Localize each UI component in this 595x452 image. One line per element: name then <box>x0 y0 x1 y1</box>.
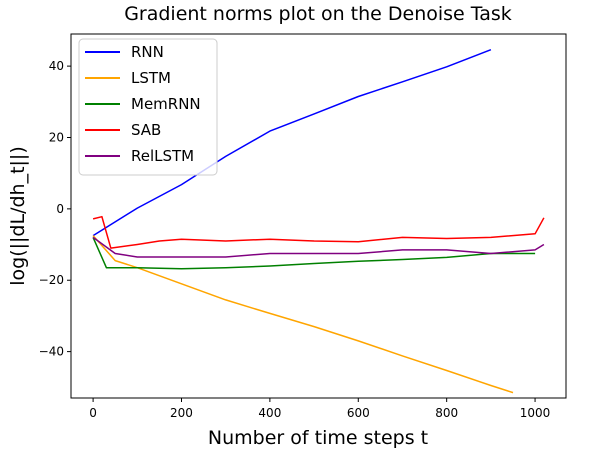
x-tick-label: 600 <box>347 406 370 420</box>
y-axis-label: log(||dL/dh_t||) <box>7 146 29 286</box>
x-axis-label: Number of time steps t <box>208 427 428 449</box>
legend-label-rellstm: RelLSTM <box>131 147 194 165</box>
legend-label-sab: SAB <box>131 121 161 139</box>
x-tick-label: 400 <box>258 406 281 420</box>
series-line-memrnn <box>92 237 536 270</box>
x-tick-label: 1000 <box>520 406 551 420</box>
series-line-sab <box>92 215 545 249</box>
y-tick-label: 0 <box>56 202 64 216</box>
series-line-rnn <box>92 49 492 237</box>
legend-label-memrnn: MemRNN <box>131 95 201 113</box>
series-line-lstm <box>92 235 514 394</box>
legend-label-lstm: LSTM <box>131 69 171 87</box>
plot-lines <box>92 49 545 394</box>
plot-frame <box>70 33 567 399</box>
chart-title: Gradient norms plot on the Denoise Task <box>124 3 512 25</box>
y-axis-ticks: −40 −20 0 20 40 <box>39 59 71 359</box>
series-line-rellstm <box>92 236 545 258</box>
x-axis-ticks: 0 200 400 600 800 1000 <box>89 398 550 420</box>
y-tick-label: 20 <box>49 130 64 144</box>
legend: RNN LSTM MemRNN SAB RelLSTM <box>78 38 218 176</box>
legend-label-rnn: RNN <box>131 43 164 61</box>
y-tick-label: −40 <box>39 345 64 359</box>
y-tick-label: 40 <box>49 59 64 73</box>
x-tick-label: 200 <box>170 406 193 420</box>
legend-box <box>78 38 218 176</box>
x-tick-label: 0 <box>89 406 97 420</box>
x-tick-label: 800 <box>435 406 458 420</box>
y-tick-label: −20 <box>39 273 64 287</box>
